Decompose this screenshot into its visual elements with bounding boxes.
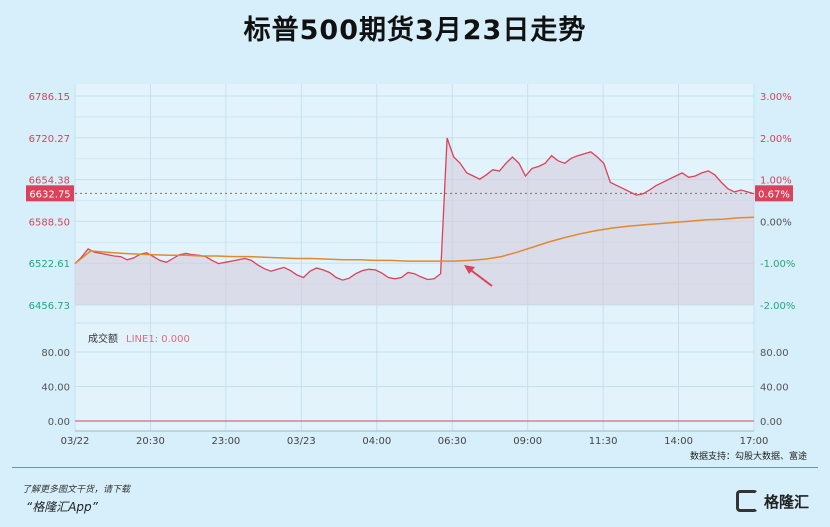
price-area-fill — [75, 138, 754, 305]
footer-divider — [12, 467, 818, 468]
current-pct-badge — [755, 185, 793, 202]
volume-tick-label: 80.00 — [41, 348, 70, 359]
average-line — [74, 216, 755, 265]
x-tick-label: 09:00 — [513, 436, 542, 447]
pct-tick-label: 0.00% — [760, 217, 792, 228]
volume-tick-label: 0.00 — [48, 417, 70, 428]
pct-tick-label: -2.00% — [760, 301, 795, 312]
price-tick-label: 6522.61 — [29, 259, 70, 270]
pct-tick-label: 1.00% — [760, 176, 792, 187]
x-tick-label: 03/22 — [61, 436, 90, 447]
promo-app-name: “格隆汇App” — [26, 500, 98, 514]
volume-tick-label: 40.00 — [41, 383, 70, 394]
volume-label: 成交额 — [88, 332, 118, 345]
current-pct-label: 0.67% — [758, 189, 790, 200]
logo-text: 格隆汇 — [764, 493, 810, 511]
price-tick-label: 6588.50 — [29, 217, 70, 228]
logo-icon — [736, 490, 758, 512]
data-source: 数据支持：勾股大数据、富途 — [690, 452, 808, 462]
annotation-arrow — [467, 267, 493, 287]
pct-tick-label: 2.00% — [760, 134, 792, 145]
annotation-arrow-head — [464, 265, 475, 274]
volume-tick-label-right: 40.00 — [760, 383, 789, 394]
pct-tick-label: -1.00% — [760, 259, 795, 270]
price-line — [74, 137, 755, 281]
x-tick-label: 06:30 — [438, 436, 467, 447]
price-tick-label: 6654.38 — [29, 176, 70, 187]
promo-text: 了解更多图文干货，请下载 — [22, 485, 131, 495]
price-chart: 6786.15 3.00% 6720.27 2.00% 6654.38 1.00% 6588… — [26, 84, 795, 447]
pct-tick-label: 3.00% — [760, 92, 792, 103]
chart-title: 标普500期货3月23日走势 — [243, 15, 587, 46]
x-tick-label: 11:30 — [589, 436, 618, 447]
x-tick-label: 17:00 — [740, 436, 769, 447]
volume-tick-label-right: 80.00 — [760, 348, 789, 359]
price-tick-label: 6786.15 — [29, 92, 70, 103]
price-tick-label: 6456.73 — [29, 301, 70, 312]
current-price-label: 6632.75 — [29, 189, 70, 200]
price-tick-label: 6720.27 — [29, 134, 70, 145]
x-tick-label: 23:00 — [211, 436, 240, 447]
x-tick-label: 20:30 — [136, 436, 165, 447]
x-tick-label: 03/23 — [287, 436, 316, 447]
volume-tick-label-right: 0.00 — [760, 417, 782, 428]
brand-logo: 格隆汇 — [736, 488, 822, 518]
current-price-badge — [26, 185, 74, 202]
x-tick-label: 14:00 — [664, 436, 693, 447]
volume-line-label: LINE1: 0.000 — [126, 334, 190, 345]
x-tick-label: 04:00 — [362, 436, 391, 447]
